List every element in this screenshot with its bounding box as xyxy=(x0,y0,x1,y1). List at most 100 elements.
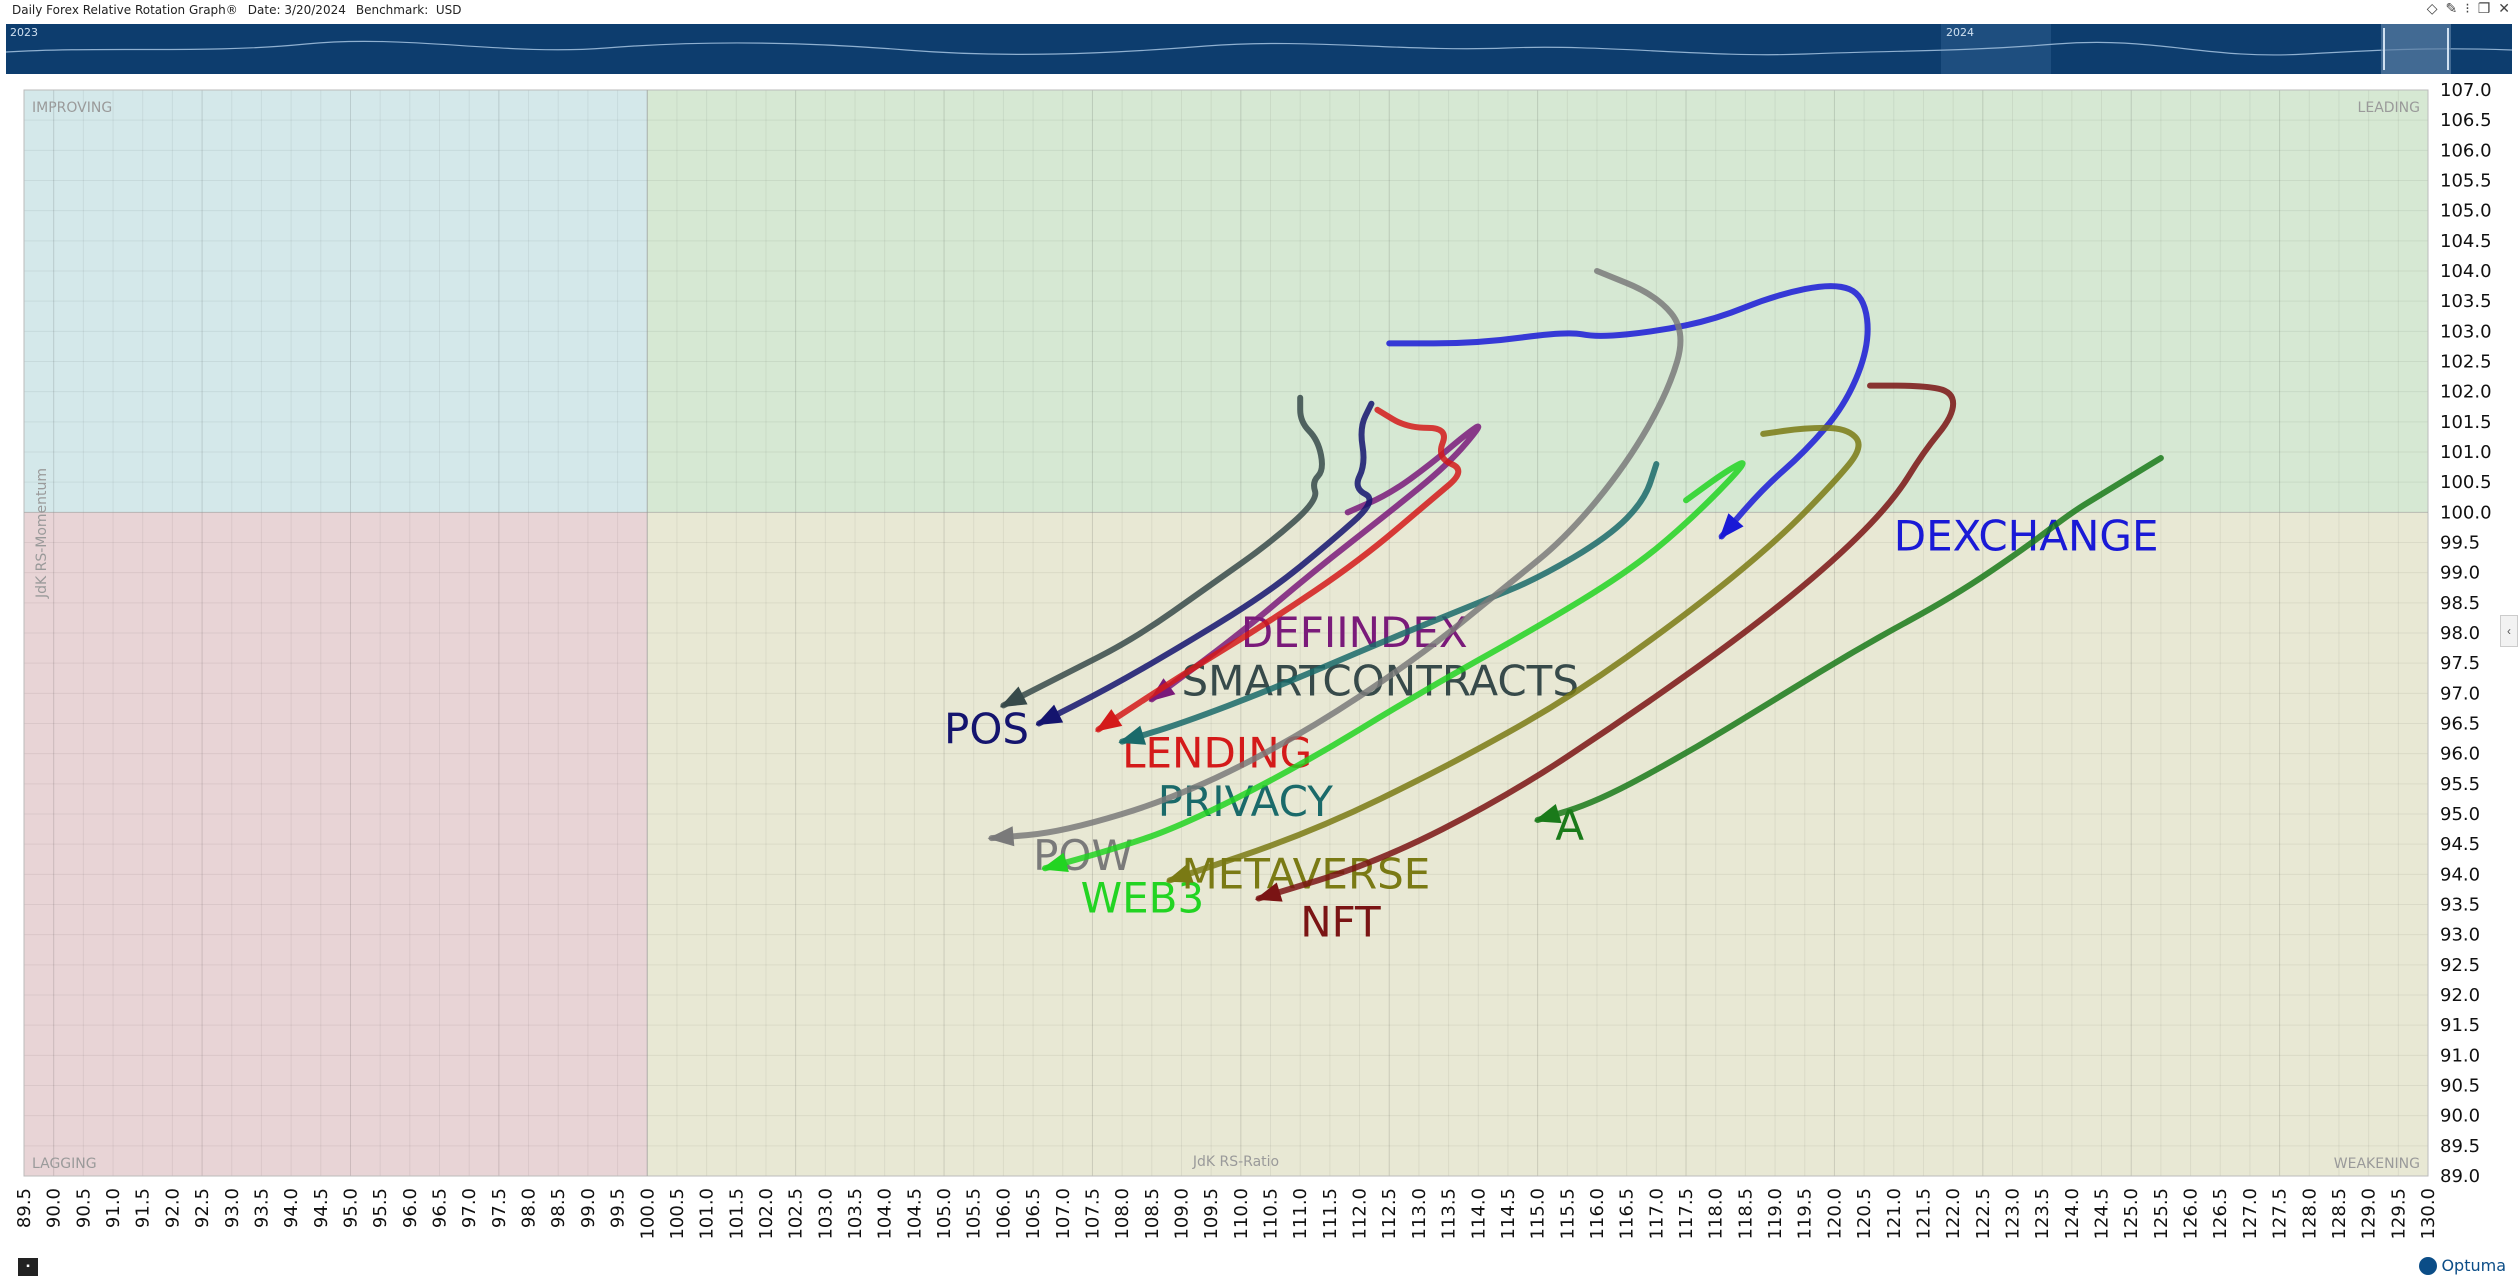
series-point xyxy=(1096,727,1101,732)
x-tick-label: 109.5 xyxy=(1201,1188,1222,1240)
series-label: METAVERSE xyxy=(1181,849,1430,898)
rrg-chart[interactable]: IMPROVING LEADING LAGGING WEAKENING JdK RS-R… xyxy=(0,80,2518,1250)
series-point xyxy=(1719,534,1724,539)
series-label: A xyxy=(1555,801,1584,850)
series-point xyxy=(1120,739,1125,744)
x-tick-label: 125.0 xyxy=(2121,1188,2142,1240)
series-point xyxy=(1387,492,1392,497)
x-tick-label: 109.0 xyxy=(1171,1188,1192,1240)
series-arrowhead xyxy=(1118,725,1147,745)
series-point xyxy=(1179,793,1184,798)
timeline-sparkline xyxy=(6,24,2512,74)
series-a: A xyxy=(1533,455,2164,850)
x-tick-label: 119.5 xyxy=(1795,1188,1816,1240)
series-point xyxy=(1951,413,1956,418)
pin-icon[interactable]: ✎ xyxy=(2445,1,2458,17)
quadrant-lagging xyxy=(24,512,648,1176)
x-tick-label: 110.0 xyxy=(1231,1188,1252,1240)
diamond-icon[interactable]: ◇ xyxy=(2426,1,2438,17)
series-point xyxy=(1868,341,1873,346)
series-point xyxy=(1624,570,1629,575)
x-tick-label: 92.5 xyxy=(192,1188,213,1228)
timeline-year-2023: 2023 xyxy=(10,26,38,39)
series-point xyxy=(2069,510,2074,515)
x-tick-label: 97.5 xyxy=(489,1188,510,1228)
optuma-logo: Optuma xyxy=(2419,1256,2506,1275)
series-label: POS xyxy=(944,705,1029,754)
x-tick-label: 105.5 xyxy=(964,1188,985,1240)
y-tick-label: 91.0 xyxy=(2440,1045,2480,1066)
x-tick-label: 120.5 xyxy=(1854,1188,1875,1240)
restore-icon[interactable]: ❐ xyxy=(2477,1,2491,17)
x-tick-label: 125.5 xyxy=(2151,1188,2172,1240)
y-tick-label: 99.5 xyxy=(2440,533,2480,554)
series-point xyxy=(1131,637,1136,642)
x-tick-label: 106.0 xyxy=(993,1188,1014,1240)
x-tick-label: 117.5 xyxy=(1676,1188,1697,1240)
series-point xyxy=(1862,293,1867,298)
x-tick-label: 97.0 xyxy=(459,1188,480,1228)
series-point xyxy=(1268,588,1273,593)
optuma-logo-icon xyxy=(2419,1256,2438,1275)
series-point xyxy=(1375,498,1380,503)
series-arrowhead xyxy=(1533,804,1562,824)
series-point xyxy=(1428,462,1433,467)
series-point xyxy=(2022,546,2027,551)
y-tick-label: 102.0 xyxy=(2440,382,2492,403)
quadrant-improving xyxy=(24,90,648,513)
x-tick-label: 113.0 xyxy=(1409,1188,1430,1240)
series-point xyxy=(1684,751,1689,756)
side-panel-toggle[interactable]: ‹ xyxy=(2500,615,2518,647)
x-tick-label: 128.0 xyxy=(2299,1188,2320,1240)
series-point xyxy=(1310,480,1315,485)
x-tick-label: 92.0 xyxy=(162,1188,183,1228)
series-arrowhead xyxy=(999,686,1028,708)
series-point xyxy=(1256,896,1261,901)
series-point xyxy=(1446,425,1451,430)
series-point xyxy=(1464,468,1469,473)
series-arrowhead xyxy=(1035,704,1064,726)
series-point xyxy=(1713,317,1718,322)
y-tick-label: 95.5 xyxy=(2440,774,2480,795)
x-tick-label: 129.0 xyxy=(2359,1188,2380,1240)
x-tick-label: 103.0 xyxy=(815,1188,836,1240)
x-tick-label: 102.0 xyxy=(756,1188,777,1240)
series-point xyxy=(1684,612,1689,617)
series-point xyxy=(1606,534,1611,539)
series-point xyxy=(1042,866,1047,871)
series-point xyxy=(1505,582,1510,587)
y-tick-label: 100.5 xyxy=(2440,472,2492,493)
series-point xyxy=(1565,697,1570,702)
series-arrowhead xyxy=(1165,863,1194,883)
series-point xyxy=(1654,462,1659,467)
timeline-strip[interactable]: 2023 2024 xyxy=(6,24,2512,74)
x-tick-label: 112.5 xyxy=(1379,1188,1400,1240)
series-point xyxy=(1832,281,1837,286)
x-tick-label: 115.0 xyxy=(1528,1188,1549,1240)
x-tick-label: 91.5 xyxy=(133,1188,154,1228)
x-tick-label: 90.0 xyxy=(44,1188,65,1228)
series-point xyxy=(1375,860,1380,865)
y-tick-label: 101.0 xyxy=(2440,442,2492,463)
series-point xyxy=(1179,673,1184,678)
close-icon[interactable]: ✕ xyxy=(2498,1,2510,17)
y-axis-label: JdK RS-Momentum xyxy=(34,468,50,599)
series-point xyxy=(1862,643,1867,648)
x-tick-label: 121.0 xyxy=(1884,1188,1905,1240)
y-tick-label: 97.0 xyxy=(2440,683,2480,704)
layout-button[interactable]: ▪ xyxy=(18,1258,38,1276)
y-tick-label: 96.0 xyxy=(2440,744,2480,765)
menu-icon[interactable]: ⁝ xyxy=(2465,1,2470,17)
x-tick-label: 104.5 xyxy=(904,1188,925,1240)
series-tail-line xyxy=(1095,406,1462,733)
series-point xyxy=(1387,637,1392,642)
series-point xyxy=(1921,450,1926,455)
x-tick-label: 120.0 xyxy=(1824,1188,1845,1240)
series-point xyxy=(1594,799,1599,804)
y-tick-label: 93.0 xyxy=(2440,925,2480,946)
series-point xyxy=(1654,329,1659,334)
series-point xyxy=(1037,721,1042,726)
series-point xyxy=(989,836,994,841)
series-point xyxy=(1624,715,1629,720)
x-axis-label: JdK RS-Ratio xyxy=(1192,1154,1279,1170)
